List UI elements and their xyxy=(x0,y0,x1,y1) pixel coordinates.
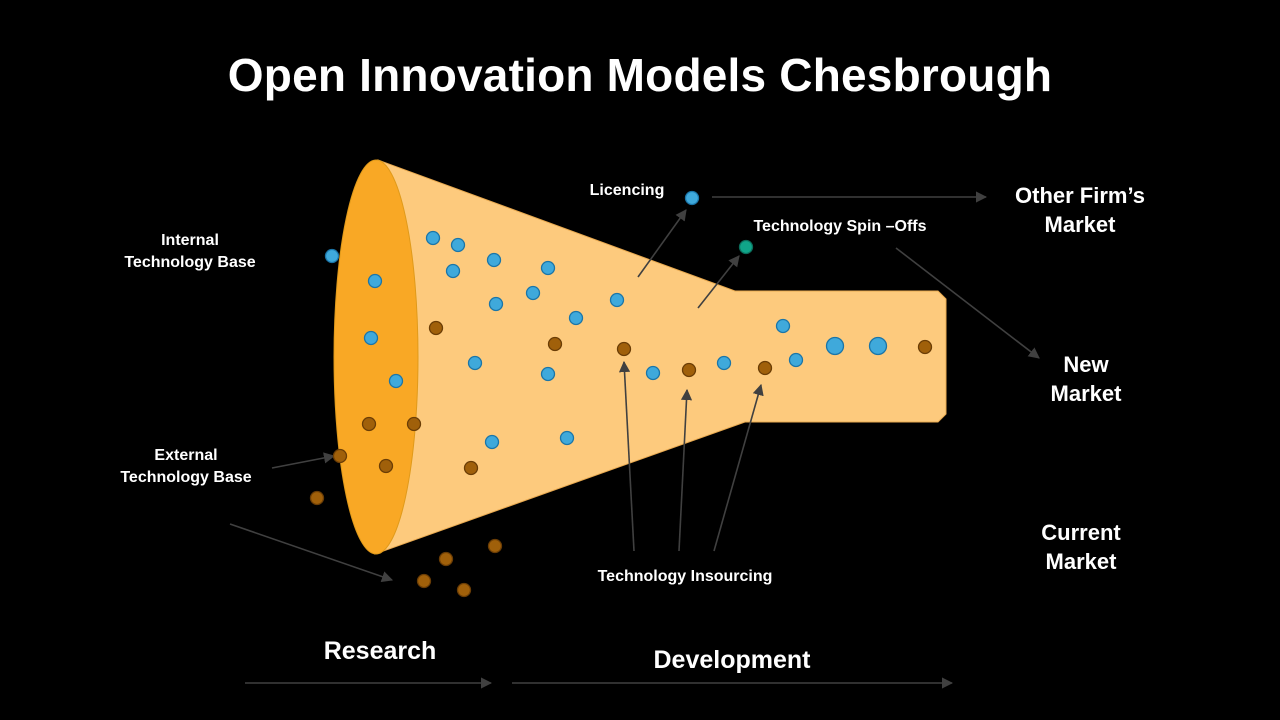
arrow-to-licencing xyxy=(637,209,687,278)
blue-dot xyxy=(445,263,461,279)
brown-dots xyxy=(309,320,933,598)
blue-dot xyxy=(467,355,483,371)
brown-dot xyxy=(917,339,933,355)
blue-dot xyxy=(450,237,466,253)
arrow-to-outside-dots xyxy=(229,523,394,582)
blue-dot xyxy=(559,430,575,446)
arrow-insourcing-2 xyxy=(678,388,693,552)
funnel-mouth xyxy=(333,159,419,555)
blue-dot xyxy=(363,330,379,346)
label-technology-spin-offs: Technology Spin –Offs xyxy=(753,218,927,235)
brown-dot xyxy=(487,538,503,554)
teal-dot-spin-off xyxy=(738,239,754,255)
label-external-technology-base: External Technology Base xyxy=(120,447,252,486)
brown-dot xyxy=(547,336,563,352)
label-technology-insourcing: Technology Insourcing xyxy=(597,568,773,585)
blue-dot xyxy=(609,292,625,308)
brown-dot xyxy=(378,458,394,474)
blue-dot xyxy=(324,248,340,264)
label-licencing: Licencing xyxy=(589,182,665,199)
brown-dot xyxy=(681,362,697,378)
brown-dot xyxy=(332,448,348,464)
arrow-spin-offs-to-new-market xyxy=(895,247,1040,359)
brown-dot xyxy=(757,360,773,376)
blue-dot xyxy=(367,273,383,289)
blue-dot-large xyxy=(868,336,888,356)
label-new-market: New Market xyxy=(1050,352,1122,406)
label-development: Development xyxy=(653,646,811,674)
funnel-body xyxy=(374,159,947,555)
blue-dot xyxy=(775,318,791,334)
blue-dot xyxy=(645,365,661,381)
blue-dot xyxy=(568,310,584,326)
brown-dot xyxy=(428,320,444,336)
arrow-insourcing-1 xyxy=(618,360,635,552)
blue-dot xyxy=(425,230,441,246)
brown-dot xyxy=(456,582,472,598)
brown-dot xyxy=(416,573,432,589)
brown-dot xyxy=(309,490,325,506)
blue-dot xyxy=(388,373,404,389)
blue-dot xyxy=(540,260,556,276)
page-title: Open Innovation Models Chesbrough xyxy=(227,49,1053,101)
blue-dot xyxy=(484,434,500,450)
arrow-insourcing-3 xyxy=(713,383,764,552)
blue-dot xyxy=(488,296,504,312)
label-current-market: Current Market xyxy=(1041,520,1121,574)
blue-dot xyxy=(540,366,556,382)
arrow-to-spin-offs xyxy=(697,255,740,309)
brown-dot xyxy=(438,551,454,567)
blue-dot xyxy=(716,355,732,371)
blue-dots xyxy=(324,190,888,450)
label-research: Research xyxy=(323,637,437,665)
blue-dot-large xyxy=(825,336,845,356)
blue-dot xyxy=(788,352,804,368)
blue-dot-licencing xyxy=(684,190,700,206)
label-other-firms-market: Other Firm’s Market xyxy=(1015,183,1145,237)
brown-dot xyxy=(616,341,632,357)
brown-dot xyxy=(406,416,422,432)
brown-dot xyxy=(463,460,479,476)
blue-dot xyxy=(486,252,502,268)
label-internal-technology-base: Internal Technology Base xyxy=(124,232,256,271)
blue-dot xyxy=(525,285,541,301)
arrows xyxy=(229,191,1040,689)
brown-dot xyxy=(361,416,377,432)
arrow-to-external-base xyxy=(271,452,336,469)
